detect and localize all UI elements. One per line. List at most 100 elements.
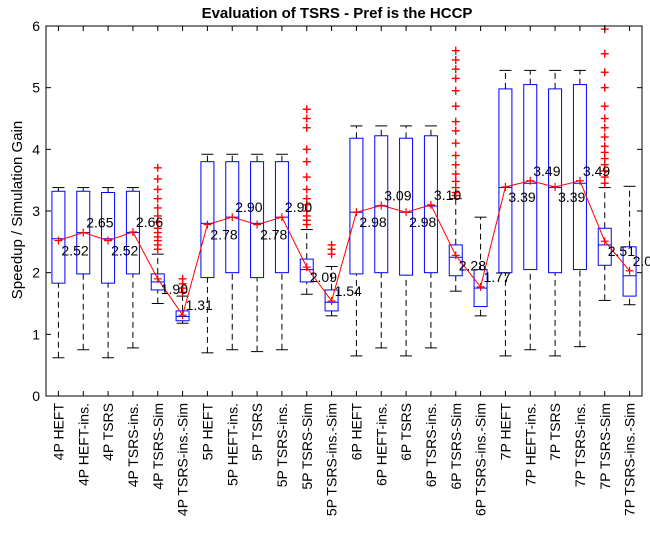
x-tick-label: 7P TSRS-Sim	[597, 403, 613, 490]
box-iqr	[299, 258, 314, 283]
plot-area: 2.52 2.65 2.52 2.66 1.901.31 2.78 2.90 2.78 2.90…	[51, 25, 650, 359]
mean-data-label: 2.78	[210, 227, 237, 243]
mean-data-label: 2.52	[111, 243, 138, 259]
mean-marker	[451, 251, 460, 260]
outlier-marker	[451, 139, 460, 148]
x-tick-label: 6P HEFT	[348, 403, 364, 461]
mean-marker	[526, 176, 535, 185]
mean-data-label: 2.90	[235, 199, 262, 215]
mean-data-label: 2.28	[459, 257, 486, 273]
box-iqr	[399, 137, 414, 276]
outlier-marker	[302, 114, 311, 123]
mean-marker	[128, 227, 137, 236]
mean-marker	[228, 213, 237, 222]
outlier-marker	[451, 170, 460, 178]
mean-marker	[277, 213, 286, 222]
box-iqr	[523, 84, 538, 271]
y-axis-label: Speedup / Simulation Gain	[9, 121, 26, 299]
y-tick-label: 0	[32, 388, 40, 404]
x-tick-label: 6P TSRS-ins.	[423, 403, 439, 487]
mean-marker	[253, 220, 262, 229]
x-tick-label: 4P TSRS-Sim	[150, 403, 166, 490]
x-tick-label: 5P HEFT-ins.	[224, 403, 240, 486]
outlier-marker	[153, 203, 162, 212]
box-iqr	[548, 88, 563, 274]
mean-data-label: 2.51	[608, 243, 635, 259]
outlier-marker	[153, 174, 162, 183]
x-tick-label: 5P HEFT	[199, 403, 215, 461]
mean-data-label: 3.09	[384, 187, 411, 203]
mean-marker	[54, 236, 63, 245]
mean-data-label: 1.31	[186, 297, 213, 313]
mean-data-label: 1.77	[484, 269, 511, 285]
x-tick-label: 5P TSRS	[249, 403, 265, 461]
outlier-marker	[302, 173, 311, 182]
x-tick-label: 4P HEFT-ins.	[75, 403, 91, 486]
x-tick-label: 4P HEFT	[50, 403, 66, 461]
mean-marker	[426, 200, 435, 209]
outlier-marker	[327, 240, 336, 249]
box-iqr	[448, 244, 463, 277]
outlier-marker	[178, 274, 187, 283]
outlier-marker	[451, 151, 460, 160]
box-iqr	[572, 84, 587, 271]
y-tick-label: 4	[32, 141, 40, 157]
mean-marker	[476, 282, 485, 291]
outlier-marker	[451, 46, 460, 55]
box-iqr	[423, 135, 438, 274]
x-tick-label: 7P TSRS	[547, 403, 563, 461]
x-tick-label: 7P TSRS-ins.	[572, 403, 588, 487]
outlier-marker	[600, 133, 609, 141]
outlier-marker	[302, 105, 311, 114]
mean-data-label: 2.52	[61, 243, 88, 259]
outlier-marker	[451, 126, 460, 135]
x-tick-label: 5P TSRS-Sim	[299, 403, 315, 490]
outlier-marker	[600, 49, 609, 58]
x-tick-label: 4P TSRS-ins.-Sim	[175, 403, 191, 516]
outlier-marker	[302, 145, 311, 154]
mean-marker	[402, 208, 411, 217]
outlier-marker	[153, 185, 162, 194]
mean-data-label: 2.98	[409, 214, 436, 230]
x-tick-label: 6P TSRS-Sim	[448, 403, 464, 490]
mean-marker	[625, 266, 634, 275]
mean-data-label: 2.78	[260, 227, 287, 243]
y-tick-label: 6	[32, 18, 40, 34]
outlier-marker	[302, 194, 311, 203]
mean-line	[58, 180, 630, 317]
outlier-marker	[600, 83, 609, 92]
mean-data-label: 2.66	[136, 214, 163, 230]
outlier-marker	[451, 86, 460, 95]
mean-data-label: 3.39	[508, 189, 535, 205]
x-tick-label: 5P TSRS-ins.-Sim	[324, 403, 340, 516]
mean-marker	[104, 236, 113, 245]
mean-data-label: 1.54	[335, 283, 362, 299]
outlier-marker	[302, 123, 311, 132]
mean-marker	[302, 263, 311, 272]
outlier-marker	[600, 142, 609, 151]
box-iqr	[175, 310, 190, 322]
mean-marker	[153, 274, 162, 283]
y-tick-label: 2	[32, 265, 40, 281]
x-tick-label: 5P TSRS-ins.	[274, 403, 290, 487]
box-iqr	[200, 161, 215, 279]
outlier-marker	[600, 68, 609, 77]
x-tick-label: 7P TSRS-ins.-Sim	[622, 403, 638, 516]
mean-marker	[352, 208, 361, 217]
mean-marker	[79, 228, 88, 237]
outlier-marker	[451, 55, 460, 64]
box-iqr	[597, 227, 612, 266]
outlier-marker	[451, 74, 460, 83]
box-iqr	[324, 289, 339, 312]
box-iqr	[374, 135, 389, 274]
box-iqr	[51, 190, 66, 284]
y-tick-label: 3	[32, 203, 40, 219]
mean-data-label: 2.65	[86, 215, 113, 231]
outlier-marker	[600, 102, 609, 111]
chart-title: Evaluation of TSRS - Pref is the HCCP	[202, 5, 473, 22]
mean-data-label: 2.03	[633, 253, 650, 269]
box-iqr	[622, 246, 637, 297]
x-tick-label: 4P TSRS	[100, 403, 116, 461]
x-tick-label: 4P TSRS-ins.	[125, 403, 141, 487]
